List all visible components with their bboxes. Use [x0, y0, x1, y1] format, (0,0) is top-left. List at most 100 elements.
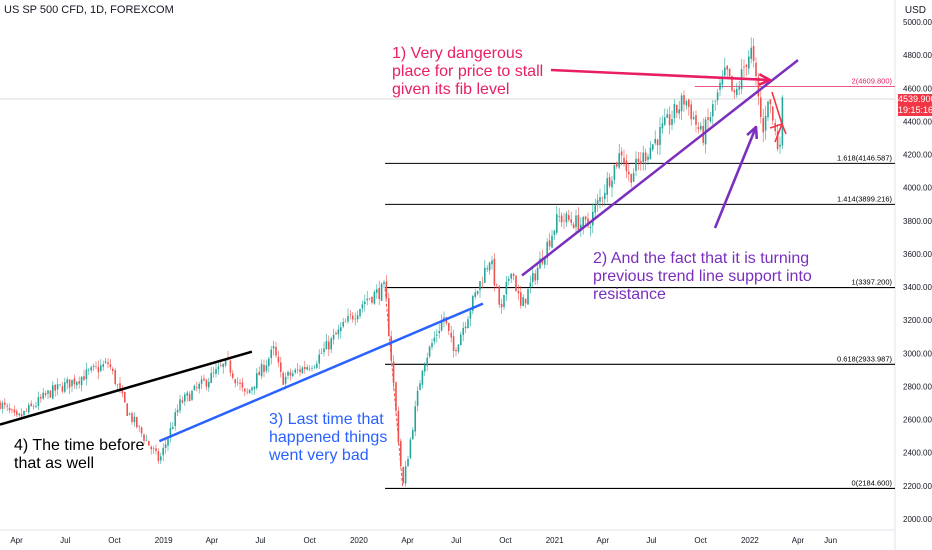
candle-body [143, 434, 145, 441]
candle-body [73, 378, 76, 385]
candle-body [92, 365, 95, 367]
candle-body [548, 240, 551, 247]
candle-body [390, 336, 392, 361]
candle-body [680, 95, 683, 112]
candle-body [532, 273, 534, 282]
candle-body [568, 215, 570, 220]
candle-body [239, 382, 241, 384]
x-tick-label: Oct [303, 536, 316, 545]
candle-body [560, 215, 563, 223]
candle-body [193, 385, 196, 391]
candle-body [260, 363, 263, 377]
x-tick-label: Oct [694, 536, 707, 545]
candle-body [212, 372, 215, 374]
candle-body [241, 382, 244, 388]
candle-body [107, 362, 109, 365]
candle-body [270, 349, 272, 359]
candle-body [750, 47, 752, 59]
candle-body [608, 177, 611, 187]
candle-body [404, 466, 407, 484]
candle-body [40, 397, 42, 399]
candle-body [191, 390, 193, 400]
candle-body [589, 226, 592, 229]
candle-body [606, 178, 608, 195]
candle-body [728, 68, 731, 77]
candle-body [421, 370, 424, 385]
candle-body [13, 409, 16, 413]
candle-body [563, 220, 565, 221]
candle-body [126, 403, 128, 416]
candle-body [745, 64, 748, 67]
candle-body [685, 101, 688, 106]
candle-body [764, 115, 767, 131]
candle-body [306, 367, 308, 370]
candle-body [64, 382, 66, 392]
x-tick-label: Apr [792, 536, 805, 545]
candle-body [200, 379, 203, 384]
candle-body [428, 346, 431, 357]
candle-body [505, 281, 508, 295]
candle-body [104, 361, 107, 363]
candle-body [575, 215, 577, 228]
candle-body [373, 291, 376, 304]
candle-body [676, 104, 678, 113]
candle-body [625, 160, 628, 172]
candle-body [203, 378, 205, 381]
candle-body [724, 67, 726, 76]
candle-body [584, 216, 587, 220]
candle-body [198, 383, 200, 389]
candle-body [748, 56, 750, 69]
annotation-arrow-trendline [713, 126, 758, 229]
candle-body [400, 441, 402, 467]
crash-projection-line [384, 288, 404, 488]
candle-body [452, 336, 455, 351]
candle-body [246, 391, 248, 393]
candle-body [47, 390, 49, 394]
symbol-title: US SP 500 CFD, 1D, FOREXCOM [4, 4, 174, 16]
candle-body [508, 278, 510, 281]
candle-body [664, 117, 666, 125]
candle-body [136, 417, 138, 428]
candle-body [460, 334, 462, 346]
candle-body [596, 200, 599, 206]
candle-body [616, 162, 618, 167]
candle-body [488, 262, 491, 271]
candle-body [462, 328, 464, 335]
candle-body [409, 439, 412, 458]
candle-body [668, 114, 671, 126]
candle-body [102, 364, 104, 367]
candle-body [25, 410, 28, 412]
candle-body [536, 267, 539, 281]
candle-body [484, 267, 486, 283]
candle-body [512, 273, 515, 276]
candle-body [558, 216, 560, 217]
candle-body [731, 75, 733, 91]
x-tick-label: Jul [255, 536, 265, 545]
last-price-badge: 4539.900 19:15:16 [898, 94, 932, 116]
candle-body [88, 369, 90, 371]
currency-label: USD [904, 5, 926, 16]
candle-body [347, 315, 349, 322]
candle-body [49, 390, 52, 398]
candle-body [229, 360, 232, 373]
y-tick-label: 3600.000 [903, 250, 932, 259]
candle-body [644, 152, 647, 162]
x-tick-label: Apr [401, 536, 414, 545]
candle-body [272, 346, 275, 349]
candle-body [414, 406, 416, 432]
candle-body [52, 385, 54, 399]
candle-body [678, 109, 680, 114]
candle-body [205, 380, 208, 387]
candle-body [340, 327, 342, 332]
candle-body [71, 379, 73, 387]
candle-body [30, 403, 32, 406]
candle-body [661, 123, 664, 129]
fib-level-label: 1(3397.200) [852, 278, 893, 287]
trend-line-purple [521, 59, 799, 277]
candle-body [124, 392, 126, 403]
candle-body [8, 407, 11, 411]
candle-body [407, 458, 409, 467]
y-tick-label: 2800.000 [903, 382, 932, 391]
candle-body [510, 273, 512, 279]
